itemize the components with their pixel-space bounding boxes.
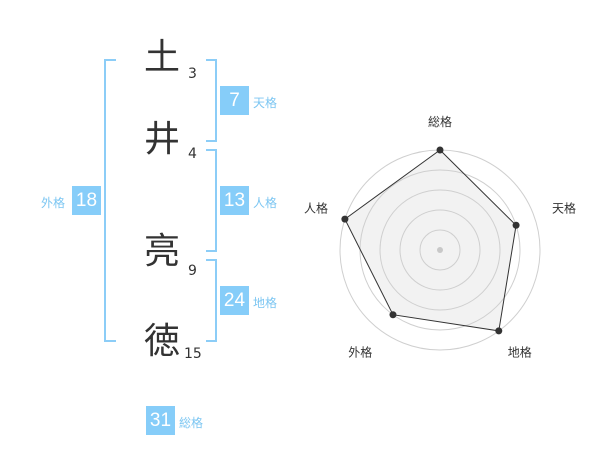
soukaku-value: 31 [146, 406, 175, 435]
stroke-count: 4 [188, 146, 197, 162]
name-char: 土 [143, 37, 180, 78]
name-char: 井 [143, 119, 180, 160]
radar-point [389, 311, 397, 319]
chikaku-value: 24 [220, 286, 249, 315]
soukaku-label: 総格 [179, 416, 204, 430]
radar-ring [379, 189, 501, 311]
jinkaku-label: 人格 [253, 196, 278, 210]
stroke-count: 3 [188, 66, 197, 82]
tenkaku-label: 天格 [253, 96, 278, 110]
name-char: 亮 [143, 231, 180, 272]
radar-point [436, 146, 444, 154]
radar-axis-label: 人格 [304, 200, 328, 215]
radar-center [437, 247, 443, 253]
radar-axis-label: 外格 [348, 345, 372, 360]
tenkaku-value: 7 [220, 86, 249, 115]
name-char: 徳 [143, 321, 180, 362]
radar-point [512, 221, 520, 229]
radar-axis-label: 地格 [508, 345, 532, 360]
gaikaku-bracket [104, 59, 116, 342]
gaikaku-label: 外格 [41, 196, 66, 210]
radar-point [341, 215, 349, 223]
chikaku-bracket [206, 259, 217, 342]
jinkaku-bracket [206, 149, 217, 252]
radar-point [495, 327, 503, 335]
radar-ring [399, 209, 481, 291]
radar-axis-label: 天格 [552, 200, 576, 215]
gaikaku-value: 18 [72, 186, 101, 215]
chikaku-label: 地格 [253, 296, 278, 310]
jinkaku-value: 13 [220, 186, 249, 215]
radar-outline [344, 149, 517, 332]
radar-axis-label: 総格 [428, 114, 452, 129]
radar-ring [419, 229, 461, 271]
stroke-count: 9 [188, 263, 197, 279]
tenkaku-bracket [206, 59, 217, 142]
radar-area [344, 150, 517, 331]
stroke-count: 15 [184, 346, 202, 362]
